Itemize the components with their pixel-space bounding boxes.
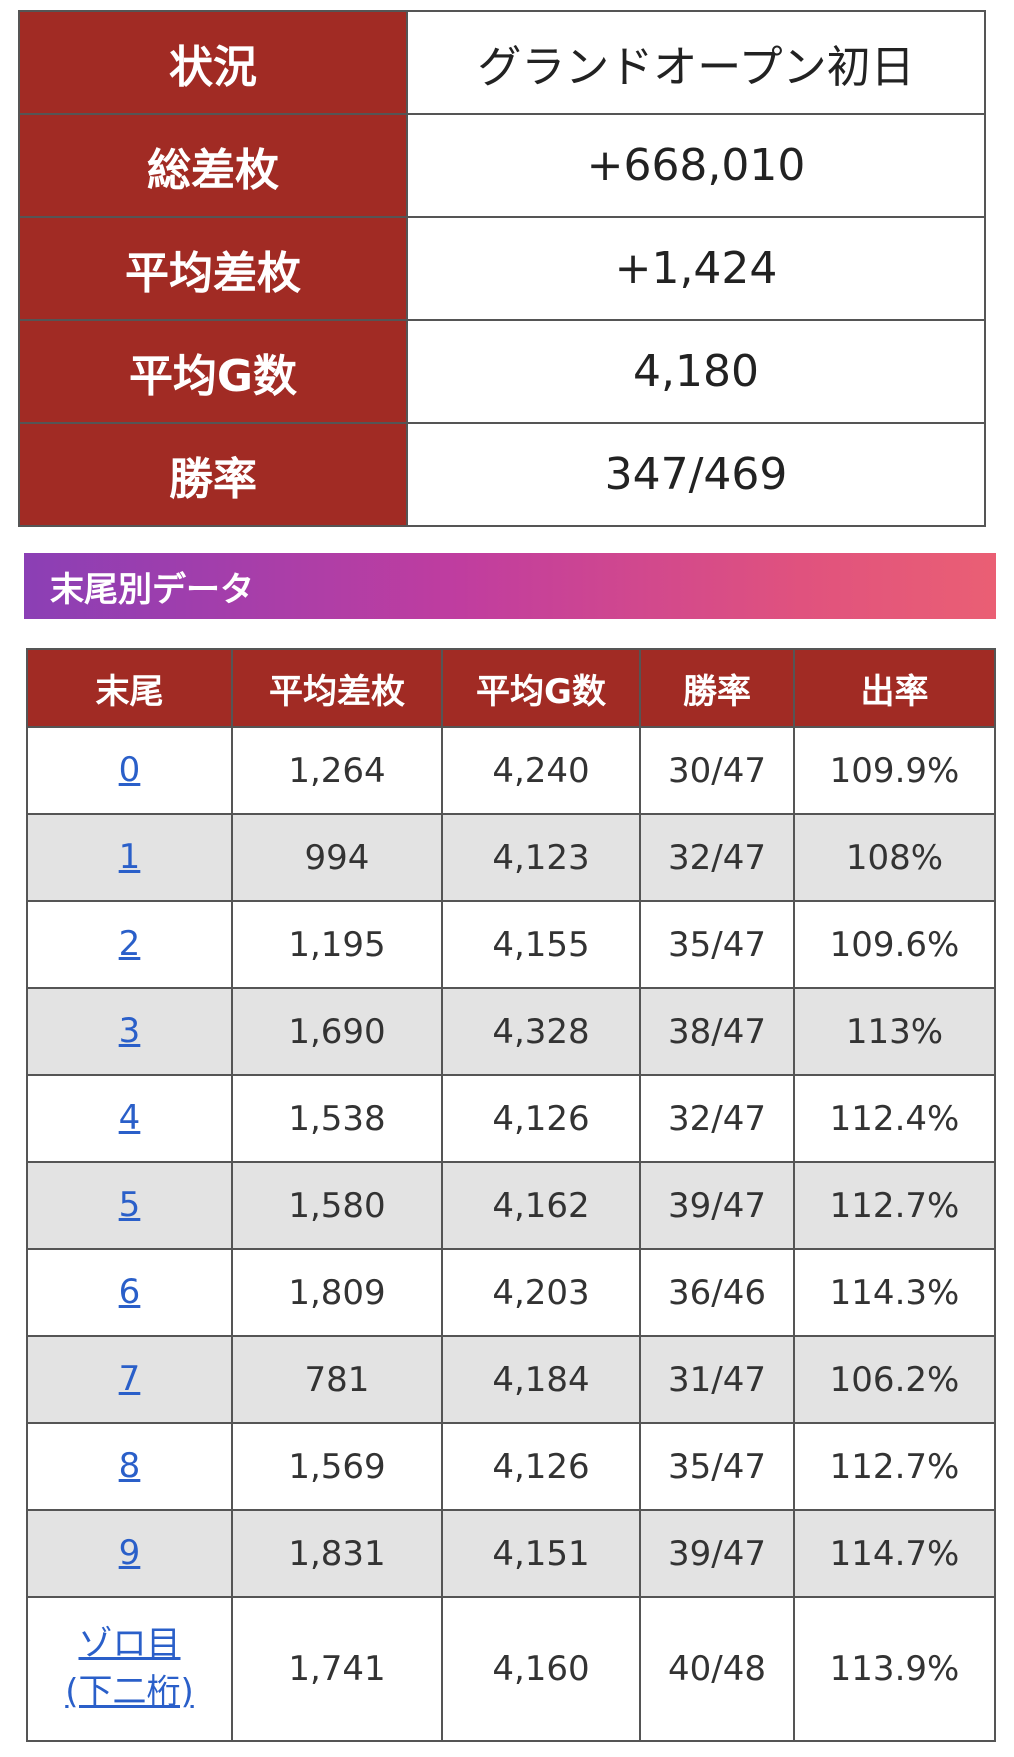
summary-row-total-diff: 総差枚 +668,010 [18, 113, 986, 218]
column-header-payout: 出率 [793, 648, 996, 728]
column-header-avg-games: 平均G数 [441, 648, 641, 728]
win-rate-cell: 39/47 [639, 1161, 795, 1250]
win-rate-cell: 31/47 [639, 1335, 795, 1424]
payout-cell: 113% [793, 987, 996, 1076]
payout-cell: 112.4% [793, 1074, 996, 1163]
win-rate-cell: 40/48 [639, 1596, 795, 1742]
summary-table: 状況 グランドオープン初日 総差枚 +668,010 平均差枚 +1,424 平… [18, 10, 986, 527]
section-title: 末尾別データ [50, 569, 254, 610]
avg-diff-cell: 1,580 [231, 1161, 443, 1250]
win-rate-cell: 35/47 [639, 1422, 795, 1511]
summary-row-avg-games: 平均G数 4,180 [18, 319, 986, 424]
summary-label: 勝率 [18, 422, 408, 527]
payout-cell: 106.2% [793, 1335, 996, 1424]
summary-label: 平均差枚 [18, 216, 408, 321]
table-row: 5 1,580 4,162 39/47 112.7% [26, 1161, 996, 1250]
payout-cell: 114.3% [793, 1248, 996, 1337]
column-header-tail: 末尾 [26, 648, 233, 728]
zorome-label-line2: (下二桁) [65, 1672, 194, 1712]
avg-games-cell: 4,184 [441, 1335, 641, 1424]
tail-link-3[interactable]: 3 [118, 1010, 141, 1051]
avg-diff-cell: 781 [231, 1335, 443, 1424]
summary-value: 347/469 [406, 422, 986, 527]
column-header-win-rate: 勝率 [639, 648, 795, 728]
payout-cell: 109.9% [793, 726, 996, 815]
zorome-label-line1: ゾロ目 [78, 1624, 181, 1665]
tail-table-header-row: 末尾 平均差枚 平均G数 勝率 出率 [26, 648, 996, 728]
summary-value: +668,010 [406, 113, 986, 218]
table-row: 2 1,195 4,155 35/47 109.6% [26, 900, 996, 989]
avg-games-cell: 4,328 [441, 987, 641, 1076]
summary-value: 4,180 [406, 319, 986, 424]
payout-cell: 113.9% [793, 1596, 996, 1742]
avg-diff-cell: 994 [231, 813, 443, 902]
win-rate-cell: 39/47 [639, 1509, 795, 1598]
table-row: 7 781 4,184 31/47 106.2% [26, 1335, 996, 1424]
table-row: 1 994 4,123 32/47 108% [26, 813, 996, 902]
avg-games-cell: 4,151 [441, 1509, 641, 1598]
payout-cell: 108% [793, 813, 996, 902]
avg-diff-cell: 1,809 [231, 1248, 443, 1337]
win-rate-cell: 30/47 [639, 726, 795, 815]
avg-games-cell: 4,126 [441, 1422, 641, 1511]
payout-cell: 112.7% [793, 1161, 996, 1250]
avg-diff-cell: 1,195 [231, 900, 443, 989]
win-rate-cell: 35/47 [639, 900, 795, 989]
avg-games-cell: 4,160 [441, 1596, 641, 1742]
payout-cell: 112.7% [793, 1422, 996, 1511]
tail-link-0[interactable]: 0 [118, 749, 141, 790]
avg-games-cell: 4,155 [441, 900, 641, 989]
section-header: 末尾別データ [24, 553, 996, 619]
avg-games-cell: 4,126 [441, 1074, 641, 1163]
tail-link-zorome[interactable]: ゾロ目 (下二桁) [65, 1624, 194, 1712]
tail-link-6[interactable]: 6 [118, 1271, 141, 1312]
table-row: 3 1,690 4,328 38/47 113% [26, 987, 996, 1076]
win-rate-cell: 36/46 [639, 1248, 795, 1337]
table-row: 0 1,264 4,240 30/47 109.9% [26, 726, 996, 815]
column-header-avg-diff: 平均差枚 [231, 648, 443, 728]
avg-games-cell: 4,240 [441, 726, 641, 815]
avg-diff-cell: 1,741 [231, 1596, 443, 1742]
tail-link-5[interactable]: 5 [118, 1184, 141, 1225]
avg-diff-cell: 1,264 [231, 726, 443, 815]
avg-games-cell: 4,203 [441, 1248, 641, 1337]
tail-data-table: 末尾 平均差枚 平均G数 勝率 出率 0 1,264 4,240 30/47 1… [26, 648, 996, 1742]
tail-link-2[interactable]: 2 [118, 923, 141, 964]
tail-link-9[interactable]: 9 [118, 1532, 141, 1573]
summary-row-avg-diff: 平均差枚 +1,424 [18, 216, 986, 321]
avg-games-cell: 4,123 [441, 813, 641, 902]
avg-diff-cell: 1,831 [231, 1509, 443, 1598]
tail-link-4[interactable]: 4 [118, 1097, 141, 1138]
payout-cell: 114.7% [793, 1509, 996, 1598]
summary-row-status: 状況 グランドオープン初日 [18, 10, 986, 115]
tail-link-8[interactable]: 8 [118, 1445, 141, 1486]
tail-link-1[interactable]: 1 [118, 836, 141, 877]
avg-games-cell: 4,162 [441, 1161, 641, 1250]
win-rate-cell: 32/47 [639, 813, 795, 902]
table-row: 9 1,831 4,151 39/47 114.7% [26, 1509, 996, 1598]
summary-label: 平均G数 [18, 319, 408, 424]
table-row: 4 1,538 4,126 32/47 112.4% [26, 1074, 996, 1163]
avg-diff-cell: 1,538 [231, 1074, 443, 1163]
avg-diff-cell: 1,569 [231, 1422, 443, 1511]
tail-link-7[interactable]: 7 [118, 1358, 141, 1399]
summary-value: グランドオープン初日 [406, 10, 986, 115]
summary-value: +1,424 [406, 216, 986, 321]
payout-cell: 109.6% [793, 900, 996, 989]
win-rate-cell: 32/47 [639, 1074, 795, 1163]
win-rate-cell: 38/47 [639, 987, 795, 1076]
summary-label: 総差枚 [18, 113, 408, 218]
table-row: 6 1,809 4,203 36/46 114.3% [26, 1248, 996, 1337]
avg-diff-cell: 1,690 [231, 987, 443, 1076]
summary-row-win-rate: 勝率 347/469 [18, 422, 986, 527]
table-row: 8 1,569 4,126 35/47 112.7% [26, 1422, 996, 1511]
summary-label: 状況 [18, 10, 408, 115]
table-row-zorome: ゾロ目 (下二桁) 1,741 4,160 40/48 113.9% [26, 1596, 996, 1742]
